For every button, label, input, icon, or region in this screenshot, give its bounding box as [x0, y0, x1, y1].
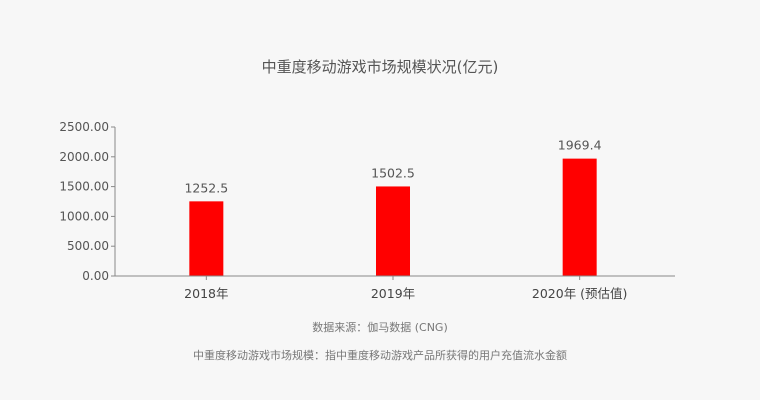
bars: 1252.5 1502.5 1969.4 — [184, 138, 602, 276]
x-tick-label: 2020年 (预估值) — [532, 286, 628, 301]
y-tick-label: 2000.00 — [59, 150, 109, 164]
y-tick-label: 2500.00 — [59, 120, 109, 134]
y-axis-ticks: 0.00 500.00 1000.00 1500.00 2000.00 2500.00 — [59, 120, 115, 283]
source-note: 数据来源：伽马数据 (CNG) — [312, 320, 448, 334]
definition-footnote: 中重度移动游戏市场规模：指中重度移动游戏产品所获得的用户充值流水金额 — [193, 348, 567, 362]
x-axis-labels: 2018年 2019年 2020年 (预估值) — [184, 276, 627, 301]
y-tick-label: 0.00 — [82, 269, 109, 283]
x-tick-label: 2019年 — [371, 286, 415, 301]
bar — [562, 158, 597, 276]
x-tick-label: 2018年 — [184, 286, 228, 301]
y-tick-label: 1500.00 — [59, 180, 109, 194]
chart-title: 中重度移动游戏市场规模状况(亿元) — [262, 58, 499, 76]
data-label: 1502.5 — [371, 165, 415, 180]
data-label: 1252.5 — [184, 180, 228, 195]
bar — [189, 201, 224, 276]
bar — [376, 186, 410, 276]
y-tick-label: 500.00 — [67, 239, 109, 253]
y-tick-label: 1000.00 — [59, 209, 109, 223]
data-label: 1969.4 — [558, 138, 602, 153]
